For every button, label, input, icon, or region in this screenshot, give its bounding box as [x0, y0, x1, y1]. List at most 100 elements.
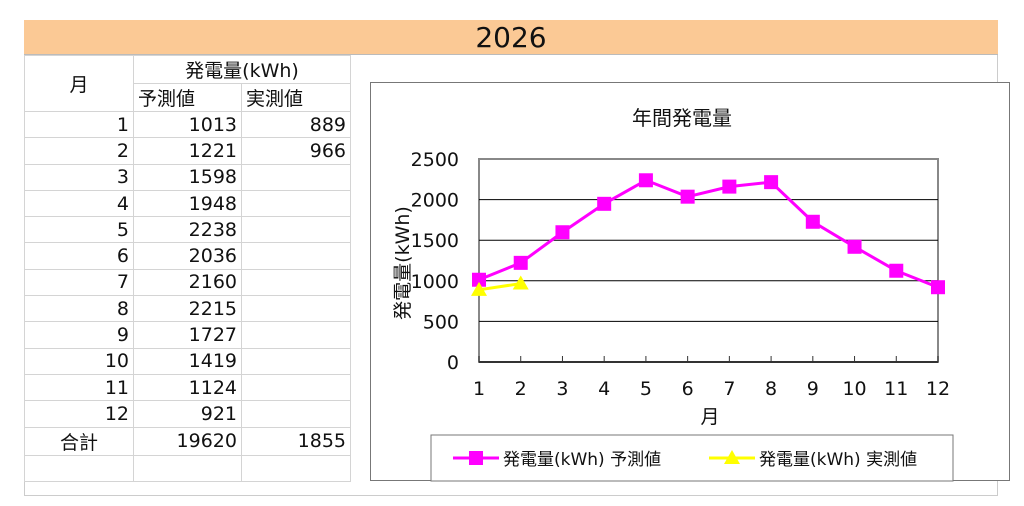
chart-title: 年間発電量	[632, 106, 732, 130]
table-row: 10 1419	[24, 347, 351, 375]
data-point-square	[931, 280, 945, 295]
y-tick-label: 2000	[411, 190, 459, 212]
legend-label-actual: 発電量(kWh) 実測値	[759, 450, 917, 470]
data-point-square	[847, 239, 862, 254]
legend	[430, 434, 954, 482]
table-row: 2 1221 966	[24, 137, 351, 165]
empty-cell[interactable]	[24, 454, 134, 482]
table-row: 7 2160	[24, 268, 351, 297]
month-cell[interactable]: 7	[24, 268, 134, 297]
forecast-cell[interactable]: 1948	[133, 189, 242, 218]
table-row: 9 1727	[24, 321, 351, 349]
actual-cell[interactable]: 966	[241, 137, 351, 165]
month-cell[interactable]: 1	[24, 110, 134, 139]
forecast-cell[interactable]: 1013	[133, 110, 242, 139]
y-tick-label: 2500	[411, 149, 459, 171]
y-tick-label: 500	[423, 311, 459, 333]
actual-cell[interactable]	[241, 321, 351, 349]
month-cell[interactable]: 11	[24, 373, 134, 402]
forecast-cell[interactable]: 1727	[133, 321, 242, 349]
actual-cell[interactable]: 889	[241, 110, 351, 139]
actual-cell[interactable]	[241, 216, 351, 244]
actual-cell[interactable]	[241, 295, 351, 323]
y-axis-label: 発電量(kWh)	[392, 206, 414, 320]
x-tick-label: 5	[640, 378, 652, 400]
month-cell[interactable]: 2	[24, 137, 134, 165]
plot-area	[478, 158, 939, 363]
forecast-cell[interactable]: 2215	[133, 295, 242, 323]
empty-cell[interactable]	[241, 454, 351, 482]
x-tick-label: 7	[723, 378, 735, 400]
data-point-square	[555, 225, 570, 240]
month-cell[interactable]: 12	[24, 400, 134, 428]
x-tick-label: 2	[515, 378, 527, 400]
forecast-cell[interactable]: 1221	[133, 137, 242, 165]
month-cell[interactable]: 3	[24, 163, 134, 191]
header-actual: 実測値	[241, 83, 351, 112]
data-point-square	[764, 175, 779, 190]
y-tick-label: 1000	[411, 271, 459, 293]
forecast-cell[interactable]: 1124	[133, 373, 242, 402]
actual-cell[interactable]	[241, 268, 351, 297]
actual-cell[interactable]	[241, 373, 351, 402]
header-month: 月	[24, 55, 134, 112]
forecast-cell[interactable]: 1598	[133, 163, 242, 191]
table-row: 5 2238	[24, 216, 351, 244]
x-tick-label: 10	[842, 378, 866, 400]
data-point-square	[513, 255, 528, 270]
data-point-square	[680, 189, 695, 204]
table-row: 11 1124	[24, 373, 351, 402]
table-row: 6 2036	[24, 242, 351, 270]
actual-cell[interactable]	[241, 242, 351, 270]
data-point-square	[472, 272, 486, 287]
actual-cell[interactable]	[241, 400, 351, 428]
data-table: 月 発電量(kWh) 予測値 実測値 1 1013 889 2 1221 966 3 1598…	[24, 55, 351, 482]
month-cell[interactable]: 10	[24, 347, 134, 375]
total-forecast[interactable]: 19620	[133, 426, 242, 456]
month-cell[interactable]: 8	[24, 295, 134, 323]
forecast-cell[interactable]: 2238	[133, 216, 242, 244]
total-row: 合計 19620 1855	[24, 426, 351, 456]
series-line	[478, 282, 521, 292]
y-tick-label: 0	[447, 352, 459, 374]
data-point-triangle	[512, 275, 529, 290]
actual-cell[interactable]	[241, 163, 351, 191]
header-forecast: 予測値	[133, 83, 242, 112]
legend-marker-square	[469, 451, 483, 465]
x-tick-label: 11	[884, 378, 908, 400]
data-point-square	[597, 196, 612, 211]
data-point-square	[889, 263, 904, 278]
month-cell[interactable]: 6	[24, 242, 134, 270]
table-row: 12 921	[24, 400, 351, 428]
table-row: 8 2215	[24, 295, 351, 323]
x-tick-label: 4	[598, 378, 610, 400]
month-cell[interactable]: 5	[24, 216, 134, 244]
x-tick-label: 9	[807, 378, 819, 400]
x-tick-label: 1	[473, 378, 485, 400]
data-point-square	[805, 214, 820, 229]
legend-label-forecast: 発電量(kWh) 予測値	[503, 450, 661, 470]
month-cell[interactable]: 9	[24, 321, 134, 349]
month-cell[interactable]: 4	[24, 189, 134, 218]
empty-row	[24, 454, 351, 482]
total-actual[interactable]: 1855	[241, 426, 351, 456]
table-row: 1 1013 889	[24, 110, 351, 139]
empty-cell[interactable]	[133, 454, 242, 482]
x-axis-label: 月	[700, 406, 719, 428]
actual-cell[interactable]	[241, 189, 351, 218]
header-generation: 発電量(kWh)	[133, 55, 351, 84]
data-point-triangle	[471, 281, 487, 296]
data-point-square	[722, 179, 737, 194]
x-tick-label: 3	[556, 378, 568, 400]
forecast-cell[interactable]: 921	[133, 400, 242, 428]
table-row: 4 1948	[24, 189, 351, 218]
actual-cell[interactable]	[241, 347, 351, 375]
y-tick-label: 1500	[411, 230, 459, 252]
chart-area[interactable]: 年間発電量 月 発電量(kWh) 0 500 1000 1500 2000 2500 1 2 3…	[370, 82, 1010, 482]
year-header: 2026	[24, 20, 998, 55]
forecast-cell[interactable]: 2160	[133, 268, 242, 297]
forecast-cell[interactable]: 1419	[133, 347, 242, 375]
x-tick-label: 12	[926, 378, 950, 400]
forecast-cell[interactable]: 2036	[133, 242, 242, 270]
